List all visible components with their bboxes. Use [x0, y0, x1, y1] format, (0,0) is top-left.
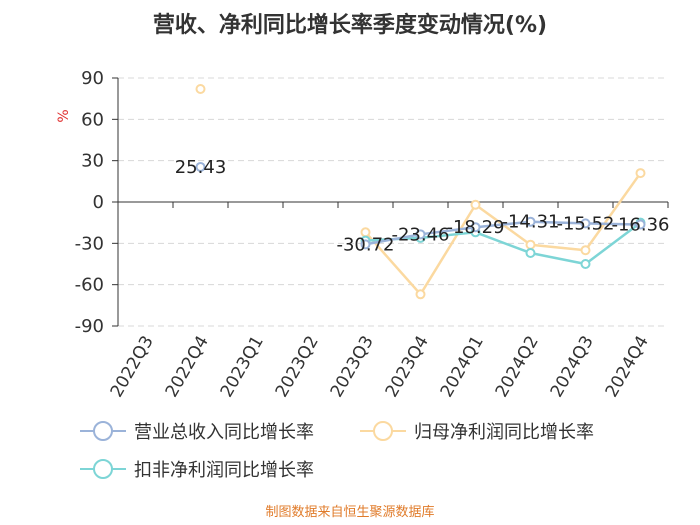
data-point [360, 239, 371, 250]
x-tick-label: 2022Q3 [107, 333, 158, 401]
source-note: 制图数据来自恒生聚源数据库 [265, 504, 434, 520]
y-tick-label: -60 [75, 275, 104, 296]
x-tick-label: 2022Q4 [162, 333, 213, 401]
data-point [195, 161, 206, 172]
data-label: -30.72 [336, 234, 394, 255]
y-tick-label: -30 [75, 233, 104, 254]
data-labels: 25.43 -30.72-23.46-18.29-14.31-15.52-16.3… [175, 157, 670, 255]
data-label: -16.36 [611, 215, 669, 236]
legend-item[interactable]: 扣非净利润同比增长率 [80, 459, 314, 481]
x-tick-label: 2023Q3 [327, 333, 378, 401]
x-tick-label: 2023Q2 [272, 333, 323, 401]
chart-title: 营收、净利同比增长率季度变动情况(%) [153, 12, 547, 38]
x-tick-label: 2023Q4 [382, 333, 433, 401]
data-point [525, 247, 536, 258]
y-tick-label: -90 [75, 316, 104, 337]
data-point [415, 229, 426, 240]
data-label: -14.31 [501, 212, 559, 233]
x-tick-labels: 2022Q3 2022Q4 2023Q1 2023Q2 2023Q3 2023Q4 2024… [107, 333, 653, 401]
series-lines [195, 84, 646, 300]
x-tick-label: 2024Q1 [437, 333, 488, 401]
data-point [580, 259, 591, 269]
data-label: 25.43 [175, 157, 227, 178]
data-point [525, 239, 536, 250]
data-label: -23.46 [391, 224, 449, 245]
data-point [635, 168, 646, 179]
y-tick-labels: 90 60 30 0 -30 -60 -90 [75, 68, 104, 337]
data-label: -18.29 [446, 217, 504, 238]
x-tick-label: 2023Q1 [217, 333, 268, 401]
legend-swatch-marker [93, 459, 113, 479]
legend-swatch-marker [373, 421, 393, 441]
legend-label: 扣非净利润同比增长率 [134, 460, 314, 481]
data-label: -15.52 [556, 213, 614, 234]
grid-lines [118, 77, 668, 327]
y-axis-unit: % [56, 109, 72, 122]
data-point [195, 84, 206, 95]
y-tick-label: 60 [81, 109, 104, 130]
series-line [365, 221, 642, 266]
legend-label: 归母净利润同比增长率 [414, 422, 594, 443]
x-tick-label: 2024Q4 [602, 333, 653, 401]
data-point [470, 199, 481, 210]
data-point [415, 289, 426, 300]
data-point [470, 222, 481, 233]
legend-item[interactable]: 营业总收入同比增长率 [80, 421, 314, 443]
data-point [580, 245, 591, 256]
legend-label: 营业总收入同比增长率 [134, 422, 314, 443]
x-tick-label: 2024Q2 [492, 333, 543, 401]
legend-item[interactable]: 归母净利润同比增长率 [360, 421, 594, 443]
series-line [365, 220, 641, 246]
y-tick-label: 90 [81, 68, 104, 89]
x-tick-label: 2024Q3 [547, 333, 598, 401]
y-tick-label: 30 [81, 151, 104, 172]
data-point [635, 219, 646, 230]
data-point [580, 218, 591, 229]
legend-swatch-marker [93, 421, 113, 441]
data-point [525, 216, 536, 227]
y-tick-label: 0 [93, 192, 104, 213]
axes [112, 77, 669, 327]
